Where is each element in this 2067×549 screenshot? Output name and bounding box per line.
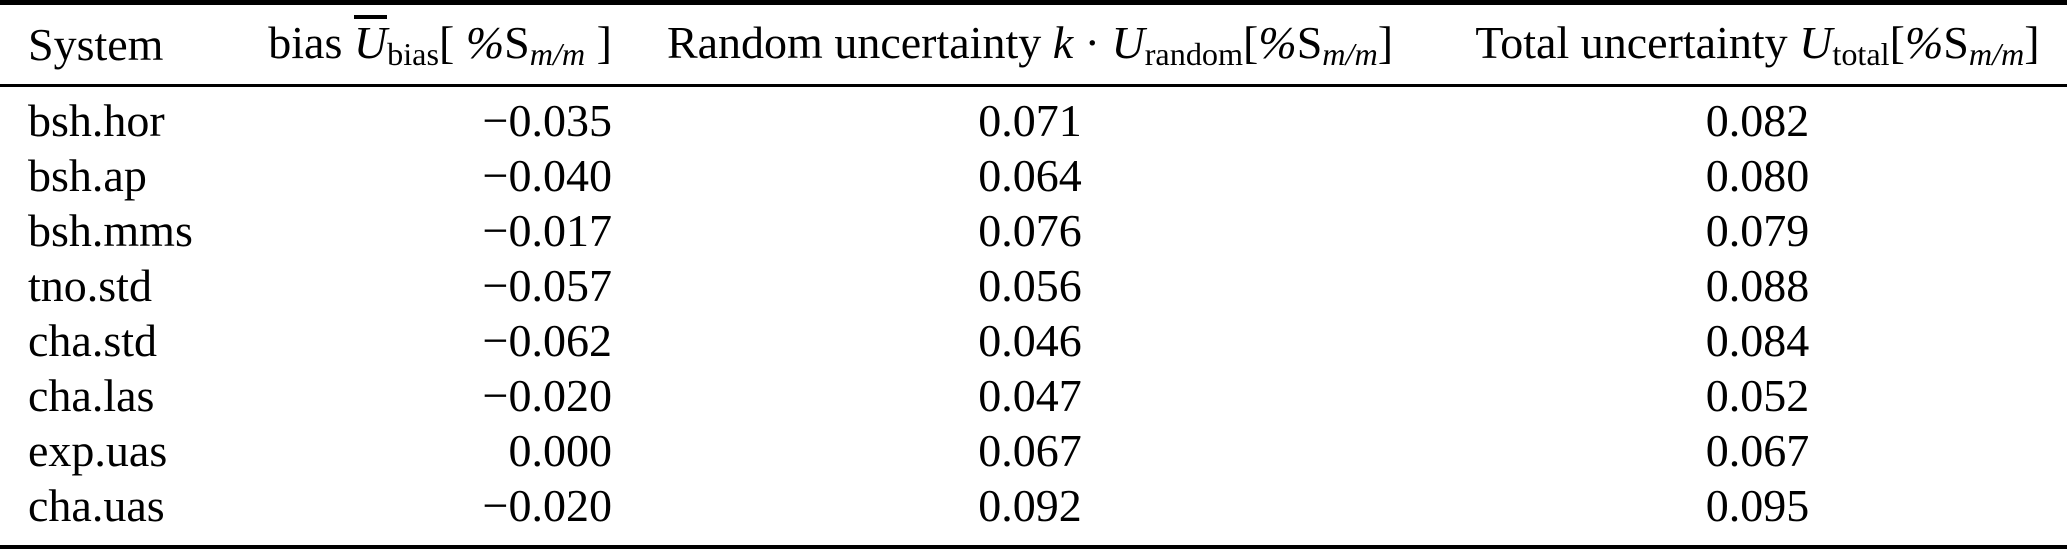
- header-total-label: Total uncertainty: [1475, 16, 1800, 68]
- header-random-unit-subscript: m/m: [1322, 36, 1378, 73]
- cell-random-uncertainty: 0.047: [978, 370, 1082, 421]
- column-header-system: System: [0, 2, 250, 87]
- cell-total-uncertainty: 0.067: [1705, 425, 1810, 476]
- cell-total-uncertainty: 0.080: [1705, 150, 1810, 201]
- header-bias-label: bias: [268, 17, 354, 69]
- header-random-variable: U: [1111, 16, 1145, 68]
- header-random-variable-subscript: random: [1144, 36, 1244, 73]
- header-random-k-variable: k: [1052, 16, 1074, 68]
- table-row: cha.las −0.020 0.047 0.052: [0, 368, 2067, 423]
- cell-system: bsh.mms: [28, 205, 193, 256]
- header-total-unit-percent: %: [1904, 16, 1944, 68]
- header-bias-unit-close-bracket: ]: [585, 17, 612, 69]
- cell-bias: −0.020: [482, 370, 612, 421]
- header-system-label: System: [28, 19, 164, 70]
- cell-total-uncertainty: 0.095: [1705, 480, 1810, 531]
- cell-total-uncertainty: 0.079: [1705, 205, 1810, 256]
- cell-bias: −0.020: [482, 480, 612, 531]
- header-bias-unit-symbol: S: [504, 17, 530, 69]
- table-row: exp.uas 0.000 0.067 0.067: [0, 423, 2067, 478]
- cell-random-uncertainty: 0.046: [978, 315, 1082, 366]
- header-bias-variable-subscript: bias: [387, 36, 439, 73]
- header-total-unit-symbol: S: [1943, 16, 1969, 68]
- cell-bias: −0.017: [482, 205, 612, 256]
- header-bias-unit-percent: %: [465, 17, 505, 69]
- header-bias-unit-subscript: m/m: [529, 36, 586, 73]
- header-total-unit-close-bracket: ]: [2024, 16, 2040, 68]
- table-row: tno.std −0.057 0.056 0.088: [0, 258, 2067, 313]
- cell-total-uncertainty: 0.084: [1705, 315, 1810, 366]
- cell-system: cha.std: [28, 315, 158, 366]
- header-total-unit-open-bracket: [: [1889, 16, 1905, 68]
- cell-system: bsh.hor: [28, 95, 165, 146]
- cell-bias: 0.000: [508, 425, 613, 476]
- cell-system: exp.uas: [28, 425, 168, 476]
- table-row: cha.uas −0.020 0.092 0.095: [0, 478, 2067, 548]
- header-bias-unit-open-bracket: [: [438, 17, 466, 69]
- column-header-total-uncertainty: Total uncertainty Utotal[%Sm/m]: [1448, 2, 2067, 87]
- header-total-variable-subscript: total: [1832, 36, 1890, 73]
- header-total-variable: U: [1799, 16, 1833, 68]
- header-total-unit-subscript: m/m: [1968, 36, 2025, 73]
- column-header-random-uncertainty: Random uncertainty k · Urandom[%Sm/m]: [612, 2, 1448, 87]
- cell-random-uncertainty: 0.064: [978, 150, 1082, 201]
- cell-bias: −0.057: [482, 260, 612, 311]
- column-header-bias: bias Ubias[ %Sm/m ]: [250, 2, 612, 87]
- table-row: bsh.hor −0.035 0.071 0.082: [0, 86, 2067, 149]
- table-row: bsh.ap −0.040 0.064 0.080: [0, 148, 2067, 203]
- header-bias-variable-overbar: U: [353, 15, 388, 69]
- cell-system: bsh.ap: [28, 150, 147, 201]
- cell-system: cha.uas: [28, 480, 165, 531]
- header-random-label: Random uncertainty: [666, 16, 1053, 68]
- cell-total-uncertainty: 0.088: [1705, 260, 1810, 311]
- cell-bias: −0.040: [482, 150, 612, 201]
- table-row: bsh.mms −0.017 0.076 0.079: [0, 203, 2067, 258]
- cell-random-uncertainty: 0.076: [978, 205, 1082, 256]
- cell-bias: −0.035: [482, 95, 612, 146]
- cell-random-uncertainty: 0.067: [978, 425, 1082, 476]
- cell-bias: −0.062: [482, 315, 612, 366]
- cell-system: tno.std: [28, 260, 152, 311]
- table-header-row: System bias Ubias[ %Sm/m ] Random uncert…: [0, 2, 2067, 87]
- cell-system: cha.las: [28, 370, 155, 421]
- header-random-cdot: ·: [1073, 16, 1112, 68]
- cell-total-uncertainty: 0.052: [1705, 370, 1810, 421]
- table-row: cha.std −0.062 0.046 0.084: [0, 313, 2067, 368]
- header-random-unit-symbol: S: [1296, 16, 1323, 68]
- header-random-unit-open-bracket: [: [1243, 16, 1259, 68]
- cell-random-uncertainty: 0.056: [978, 260, 1082, 311]
- header-random-unit-percent: %: [1258, 16, 1297, 68]
- cell-total-uncertainty: 0.082: [1705, 95, 1810, 146]
- header-random-unit-close-bracket: ]: [1377, 16, 1394, 68]
- cell-random-uncertainty: 0.071: [978, 95, 1082, 146]
- cell-random-uncertainty: 0.092: [978, 480, 1082, 531]
